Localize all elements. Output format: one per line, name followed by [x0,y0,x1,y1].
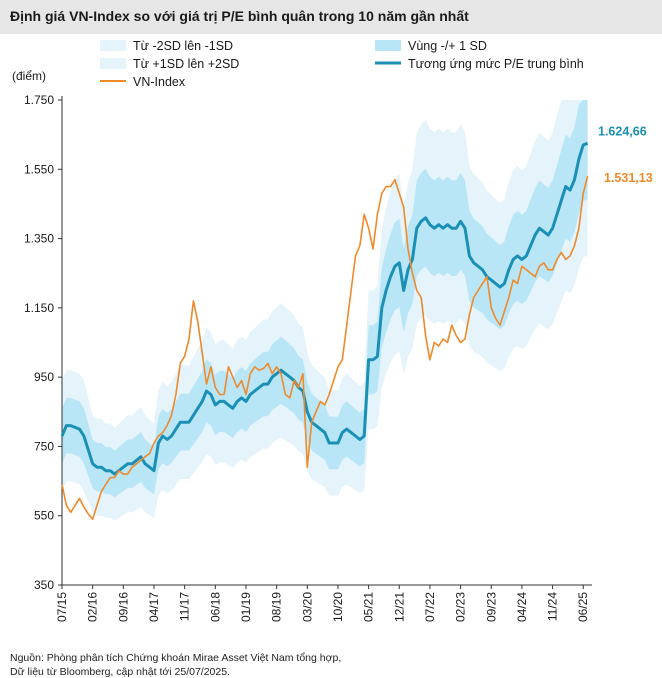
x-tick-label: 09/23 [484,592,498,622]
x-tick-label: 07/15 [55,592,69,622]
x-tick-label: 06/18 [208,592,222,622]
x-tick-label: 10/20 [331,592,345,622]
x-tick-label: 04/17 [147,592,161,622]
legend-label-outer-upper: Từ +1SD lên +2SD [133,57,239,71]
vnindex-end-label: 1.531,13 [604,171,653,185]
x-tick-label: 03/20 [300,592,314,622]
pe-end-label: 1.624,66 [598,124,647,138]
vnindex-line [61,176,589,520]
source-note-line2: Dữ liệu từ Bloomberg, cập nhật tới 25/07… [10,666,230,678]
x-tick-label: 12/21 [392,592,406,622]
x-tick-label: 11/17 [178,592,192,621]
legend-swatch-outer [100,40,126,51]
x-tick-label: 02/16 [86,592,100,622]
legend-swatch-inner [375,40,401,51]
y-tick-label: 1.150 [24,301,54,315]
y-tick-label: 550 [34,509,54,523]
x-tick-label: 06/25 [576,592,590,622]
y-tick-label: 1.350 [24,232,54,246]
x-tick-label: 11/24 [546,592,560,621]
x-tick-label: 09/16 [116,592,130,622]
inner-sd-band [62,100,588,498]
source-note-line1: Nguồn: Phòng phân tích Chứng khoán Mirae… [10,652,342,664]
x-tick-label: 05/21 [362,592,376,622]
x-tick-label: 07/22 [423,592,437,622]
chart-canvas: 1.750 1.550 1.350 1.150 950 750 550 350 (điểm) 07… [12,39,653,622]
legend-swatch-outer-upper [100,58,126,69]
y-tick-label: 350 [34,578,54,592]
x-tick-label: 04/24 [515,592,529,622]
y-tick-label: 950 [34,370,54,384]
y-tick-label: 750 [34,439,54,453]
legend-label-outer: Từ -2SD lên -1SD [133,39,233,53]
x-tick-label: 02/23 [454,592,468,622]
x-tick-label: 08/19 [270,592,284,622]
chart-title: Định giá VN-Index so với giá trị P/E bìn… [10,8,469,24]
y-tick-label: 1.550 [24,162,54,176]
x-tick-label: 01/19 [239,592,253,622]
y-tick-label: 1.750 [24,93,54,107]
title-bar [0,0,662,34]
legend-label-vnindex: VN-Index [133,75,186,89]
legend-label-pe: Tương ứng mức P/E trung bình [408,57,584,71]
y-axis-label: (điểm) [12,69,46,83]
pe-average-line [60,141,589,476]
legend-label-inner: Vùng -/+ 1 SD [408,39,487,53]
